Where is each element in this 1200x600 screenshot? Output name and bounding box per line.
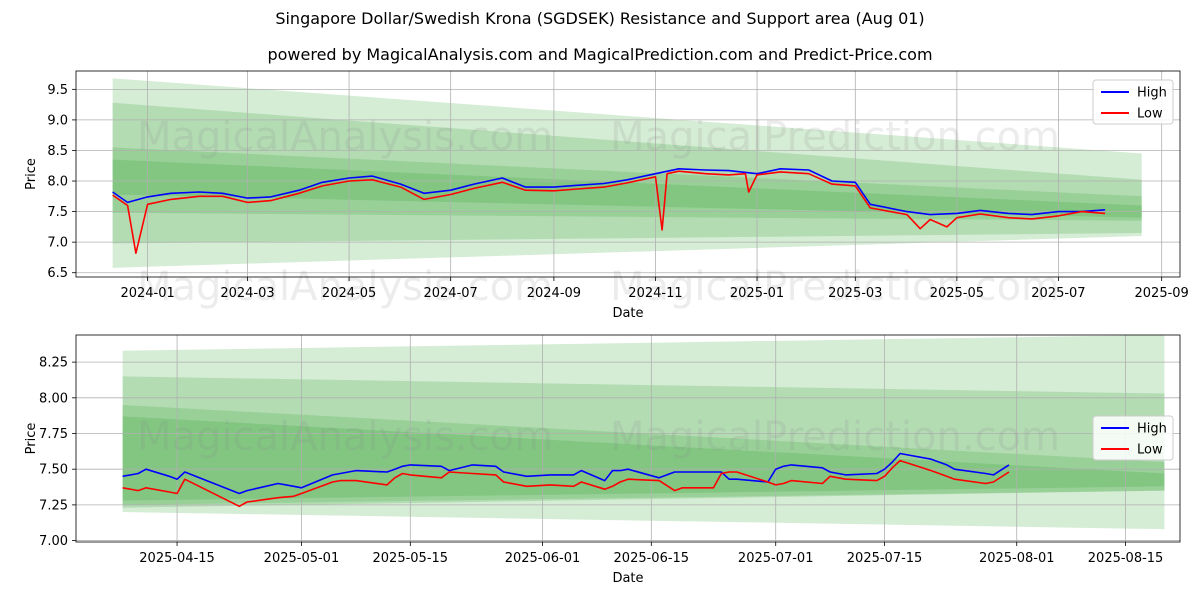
y-tick-label: 9.5: [47, 83, 68, 98]
legend-label-low: Low: [1137, 443, 1163, 458]
x-axis-label: Date: [612, 306, 643, 321]
x-tick-label: 2025-09: [1135, 286, 1189, 301]
series-line-high: [122, 452, 1010, 495]
watermark: MagicalPrediction.com: [610, 114, 1060, 160]
band-2: [122, 376, 1165, 508]
x-tick-label: 2025-05: [930, 286, 984, 301]
legend: High Low: [1092, 415, 1174, 461]
band-1: [122, 335, 1165, 530]
y-tick-label: 7.75: [39, 427, 68, 442]
plot-frame: [75, 334, 1181, 543]
y-axis-label: Price: [24, 423, 39, 455]
band-3: [112, 147, 1142, 221]
x-tick-label: 2025-05-15: [373, 551, 449, 566]
band-4: [112, 159, 1142, 218]
watermark: MagicalPrediction.com: [610, 414, 1060, 460]
x-tick-label: 2025-06-01: [505, 551, 581, 566]
plot-frame: [75, 70, 1181, 278]
legend-label-high: High: [1137, 86, 1167, 101]
y-tick-label: 8.25: [39, 356, 68, 371]
legend: High Low: [1092, 79, 1174, 125]
x-tick-label: 2025-07-01: [738, 551, 814, 566]
watermark: MagicalAnalysis.com: [137, 264, 553, 310]
x-tick-label: 2024-03: [220, 286, 274, 301]
series-line-low: [122, 459, 1010, 508]
chart-subtitle: powered by MagicalAnalysis.com and Magic…: [267, 45, 933, 64]
y-tick-label: 9.0: [47, 113, 68, 128]
x-tick-label: 2024-07: [423, 286, 477, 301]
chart-panel-2: MagicalAnalysis.com MagicalPrediction.com…: [24, 334, 1181, 586]
y-tick-label: 7.5: [47, 205, 68, 220]
x-tick-label: 2024-05: [322, 286, 376, 301]
series-line-high: [112, 168, 1106, 216]
band-3: [122, 404, 1165, 505]
legend-label-low: Low: [1137, 107, 1163, 122]
series-line-low: [112, 170, 1106, 254]
watermark: MagicalPrediction.com: [610, 264, 1060, 310]
x-tick-label: 2024-11: [628, 286, 682, 301]
watermark: MagicalAnalysis.com: [137, 414, 553, 460]
y-tick-label: 8.0: [47, 175, 68, 190]
band-2: [112, 102, 1142, 244]
band-1: [112, 78, 1142, 268]
x-tick-label: 2025-04-15: [139, 551, 215, 566]
chart-title: Singapore Dollar/Swedish Krona (SGDSEK) …: [275, 9, 925, 28]
y-tick-label: 8.00: [39, 391, 68, 406]
y-axis-label: Price: [24, 158, 39, 190]
y-tick-label: 7.50: [39, 463, 68, 478]
y-tick-label: 7.0: [47, 236, 68, 251]
x-tick-label: 2025-06-15: [614, 551, 690, 566]
x-tick-label: 2025-08-01: [979, 551, 1055, 566]
y-tick-label: 7.25: [39, 498, 68, 513]
watermark: MagicalAnalysis.com: [137, 114, 553, 160]
y-tick-label: 7.00: [39, 534, 68, 549]
x-tick-label: 2025-03: [828, 286, 882, 301]
x-axis-label: Date: [612, 571, 643, 586]
y-tick-label: 8.5: [47, 144, 68, 159]
chart-panel-1: MagicalAnalysis.com MagicalPrediction.com…: [24, 70, 1189, 321]
x-tick-label: 2025-07-15: [847, 551, 923, 566]
y-tick-label: 6.5: [47, 266, 68, 281]
x-tick-label: 2025-08-15: [1088, 551, 1164, 566]
x-tick-label: 2024-09: [527, 286, 581, 301]
x-tick-label: 2024-01: [120, 286, 174, 301]
x-tick-label: 2025-01: [730, 286, 784, 301]
legend-label-high: High: [1137, 422, 1167, 437]
x-tick-label: 2025-07: [1031, 286, 1085, 301]
x-tick-label: 2025-05-01: [264, 551, 340, 566]
band-4: [122, 416, 1165, 501]
